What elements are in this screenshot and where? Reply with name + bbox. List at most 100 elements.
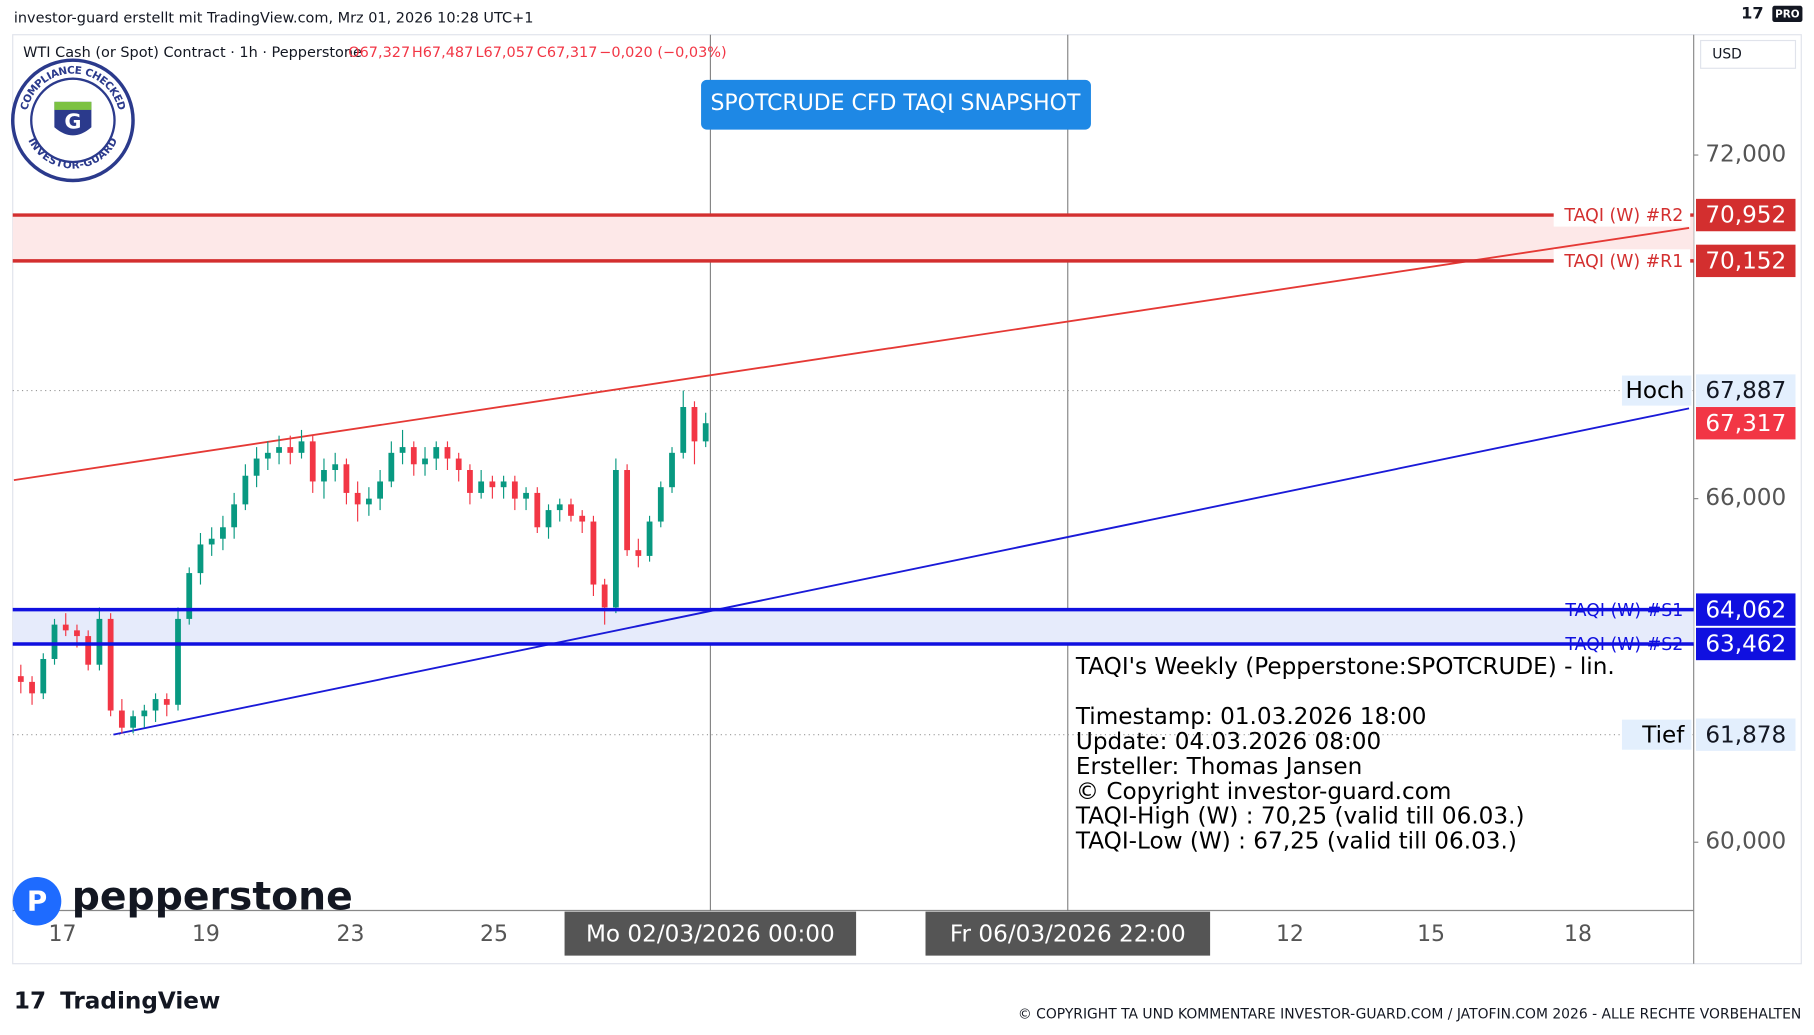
chart-frame <box>12 34 1802 965</box>
level-name: TAQI (W) #R2 <box>1563 206 1683 226</box>
candle-body <box>489 481 496 488</box>
candle-body <box>455 458 462 471</box>
badge-letter: G <box>64 110 81 134</box>
price-label-box <box>1695 718 1796 751</box>
trendline <box>113 407 1690 736</box>
badge: COMPLIANCE CHECKED INVESTOR-GUARD G <box>10 58 135 183</box>
candle-body <box>590 521 597 585</box>
candle-body <box>141 710 148 717</box>
candle-body <box>242 475 249 505</box>
price-label-box <box>1695 198 1796 232</box>
candle-body <box>231 504 238 528</box>
plot: 72,000 66,000 60,000 Hoch 67,887 Tief 61,878 TA… <box>12 142 1796 956</box>
x-tick-label: 12 <box>1276 922 1304 947</box>
legend-o: O67,327 <box>348 45 410 61</box>
price-label: 63,462 <box>1705 632 1786 658</box>
candle-body <box>186 573 193 619</box>
info-line: Timestamp: 01.03.2026 18:00 <box>1075 704 1427 730</box>
broker-logo: P pepperstone <box>12 873 353 926</box>
candle-body <box>624 470 631 551</box>
price-label-box <box>1695 407 1796 440</box>
x-tick-label: 17 <box>48 922 76 947</box>
price-label: 70,152 <box>1705 249 1786 275</box>
tv-icon: 17 <box>14 988 46 1014</box>
x-tick-label: 18 <box>1564 922 1592 947</box>
extreme-name: Hoch <box>1626 378 1685 404</box>
level-name: TAQI (W) #S2 <box>1564 635 1683 655</box>
candle-body <box>85 636 92 665</box>
candle-body <box>467 470 473 493</box>
candle-body <box>568 504 574 516</box>
candle-body <box>635 550 642 556</box>
candle-body <box>29 681 35 694</box>
price-label: 70,952 <box>1705 203 1786 229</box>
candle-body <box>62 624 69 631</box>
footer-brand: TradingView <box>60 988 220 1014</box>
level-name-bg <box>1553 203 1691 227</box>
info-title: TAQI's Weekly (Pepperstone:SPOTCRUDE) - … <box>1075 654 1615 680</box>
x-tick-label: 15 <box>1417 922 1445 947</box>
level-name: TAQI (W) #S1 <box>1564 601 1683 621</box>
cursor-label: Fr 06/03/2026 22:00 <box>950 921 1186 947</box>
candle-body <box>208 538 215 545</box>
candle-body <box>51 624 58 659</box>
candle-body <box>669 452 675 488</box>
price-label-box <box>1695 593 1796 626</box>
candle-body <box>332 464 339 471</box>
candle-body <box>500 481 507 488</box>
candle-body <box>197 544 204 574</box>
info-line: © Copyright investor-guard.com <box>1076 779 1451 805</box>
support-zone <box>12 609 1694 644</box>
candle-body <box>691 407 698 442</box>
candle-body <box>646 521 653 556</box>
candle-body <box>388 452 395 482</box>
legend-c: C67,317 <box>537 45 598 61</box>
candle-body <box>309 441 316 482</box>
candle-body <box>298 441 305 453</box>
candle-body <box>365 498 372 505</box>
info-box: TAQI's Weekly (Pepperstone:SPOTCRUDE) - … <box>1075 654 1615 680</box>
candle-body <box>410 447 417 465</box>
candle-body <box>444 447 451 459</box>
price-label: 67,887 <box>1705 378 1786 404</box>
candle-body <box>478 481 485 493</box>
price-label: 61,878 <box>1705 722 1786 748</box>
broker-icon-letter: P <box>27 884 47 917</box>
candle-body <box>523 492 529 499</box>
cursor-label-box <box>925 911 1211 956</box>
info-line: TAQI-Low (W) : 67,25 (valid till 06.03.) <box>1075 829 1517 855</box>
candle-body <box>422 458 428 465</box>
candle-body <box>511 481 518 499</box>
candle-body <box>287 447 294 453</box>
trendline <box>13 227 1690 482</box>
candle-body <box>354 492 361 505</box>
candle-body <box>680 407 687 453</box>
y-tick-label: 60,000 <box>1705 829 1786 855</box>
extreme-name: Tief <box>1641 722 1685 748</box>
candle-body <box>399 447 406 453</box>
currency-box <box>1700 39 1797 69</box>
candle-body <box>253 458 260 476</box>
x-tick-label: 19 <box>192 922 220 947</box>
snapshot-title: SPOTCRUDE CFD TAQI SNAPSHOT <box>710 91 1080 116</box>
candle-body <box>220 527 226 539</box>
candle-body <box>579 515 586 522</box>
pro-badge <box>1772 5 1803 23</box>
snapshot-box <box>701 79 1091 130</box>
candle-body <box>40 658 47 694</box>
candle-body <box>321 470 327 482</box>
price-label-box <box>1695 627 1796 661</box>
price-label-box <box>1695 374 1796 407</box>
extreme-name-box <box>1621 719 1692 750</box>
price-label: 67,317 <box>1705 411 1786 437</box>
legend-l: L67,057 <box>475 45 534 61</box>
badge-shield <box>54 101 92 136</box>
candle-body <box>163 699 170 705</box>
broker-name: pepperstone <box>72 873 353 919</box>
candle-body <box>175 618 181 705</box>
tv-mark: 17 <box>1741 3 1764 22</box>
candle-body <box>276 447 282 453</box>
candle-body <box>534 492 541 528</box>
